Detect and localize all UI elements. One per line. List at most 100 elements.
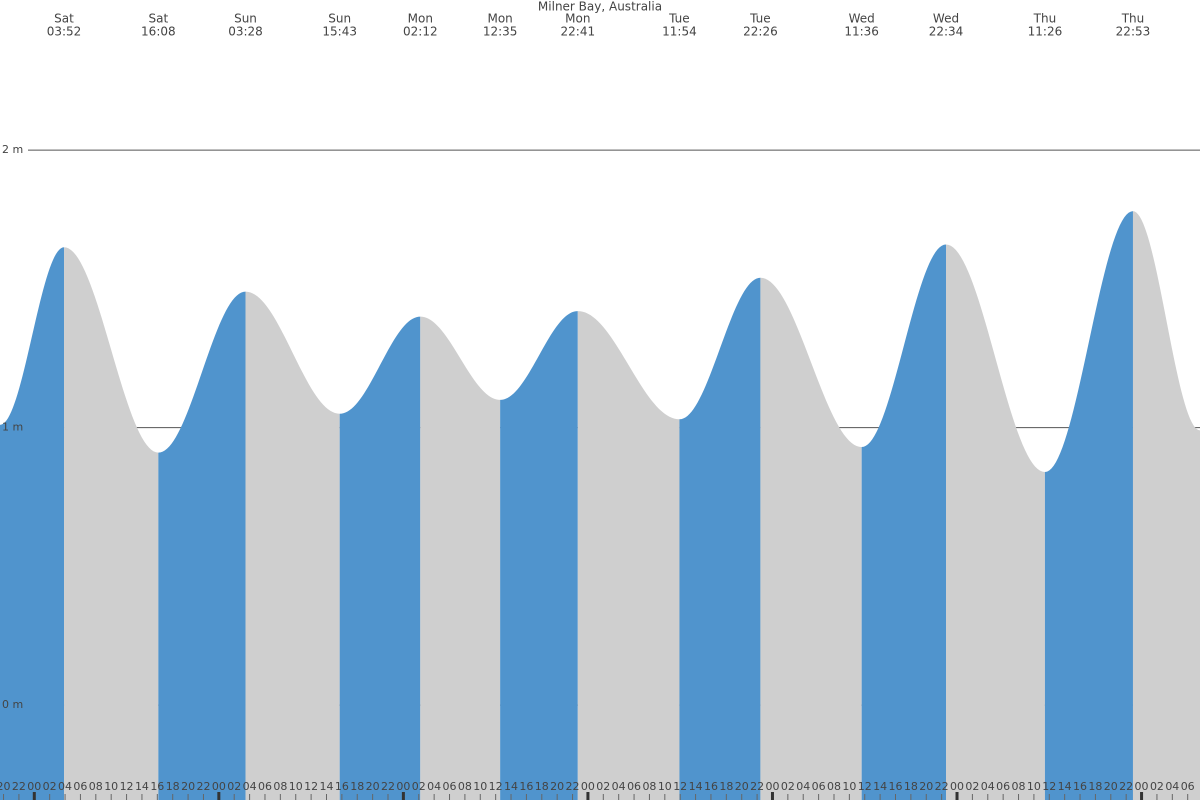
x-tick-label: 16 — [335, 780, 349, 793]
extreme-day: Mon — [408, 12, 433, 26]
falling-tide — [64, 247, 159, 800]
x-tick-label: 14 — [135, 780, 149, 793]
x-tick-label: 08 — [1012, 780, 1026, 793]
x-tick-label: 14 — [319, 780, 333, 793]
x-tick-label: 08 — [642, 780, 656, 793]
x-tick-label: 08 — [458, 780, 472, 793]
x-tick-label: 16 — [1073, 780, 1087, 793]
extreme-time: 22:53 — [1116, 25, 1151, 39]
x-tick-label: 12 — [1042, 780, 1056, 793]
extreme-time: 03:28 — [228, 25, 263, 39]
x-tick-label: 18 — [719, 780, 733, 793]
x-tick-label: 00 — [950, 780, 964, 793]
extreme-time: 22:34 — [929, 25, 964, 39]
x-tick-label: 02 — [1150, 780, 1164, 793]
x-tick-label: 04 — [243, 780, 257, 793]
x-tick-label: 16 — [519, 780, 533, 793]
rising-tide — [1044, 211, 1133, 800]
x-tick-label: 10 — [473, 780, 487, 793]
x-tick-label: 04 — [612, 780, 626, 793]
x-tick-label: 14 — [504, 780, 518, 793]
y-tick-label: 1 m — [2, 421, 23, 434]
x-tick-label: 00 — [765, 780, 779, 793]
x-tick-label: 06 — [258, 780, 272, 793]
x-tick-label: 02 — [965, 780, 979, 793]
extreme-day: Tue — [749, 12, 771, 26]
extreme-time: 12:35 — [483, 25, 518, 39]
x-tick-label: 10 — [104, 780, 118, 793]
chart-title: Milner Bay, Australia — [538, 0, 662, 14]
x-tick-label: 10 — [289, 780, 303, 793]
extreme-time: 16:08 — [141, 25, 176, 39]
x-tick-label: 18 — [166, 780, 180, 793]
x-tick-label: 06 — [996, 780, 1010, 793]
x-tick-label: 04 — [58, 780, 72, 793]
x-tick-label: 16 — [704, 780, 718, 793]
x-tick-label: 00 — [581, 780, 595, 793]
extreme-time: 22:26 — [743, 25, 778, 39]
x-tick-label: 14 — [689, 780, 703, 793]
extreme-day: Thu — [1033, 12, 1057, 26]
x-tick-label: 22 — [750, 780, 764, 793]
extreme-time: 11:36 — [844, 25, 879, 39]
x-tick-label: 04 — [1165, 780, 1179, 793]
x-tick-label: 08 — [273, 780, 287, 793]
rising-tide — [861, 244, 946, 800]
rising-tide — [158, 291, 246, 800]
x-tick-label: 20 — [366, 780, 380, 793]
extreme-time: 11:54 — [662, 25, 697, 39]
falling-tide — [245, 291, 340, 800]
x-tick-label: 08 — [827, 780, 841, 793]
x-tick-label: 10 — [1027, 780, 1041, 793]
falling-tide — [760, 277, 862, 800]
x-tick-label: 22 — [12, 780, 26, 793]
x-tick-label: 00 — [212, 780, 226, 793]
extreme-time: 03:52 — [47, 25, 82, 39]
x-tick-label: 20 — [550, 780, 564, 793]
x-tick-label: 00 — [1135, 780, 1149, 793]
x-tick-label: 08 — [89, 780, 103, 793]
x-tick-label: 14 — [1058, 780, 1072, 793]
extreme-time: 02:12 — [403, 25, 438, 39]
x-tick-label: 02 — [412, 780, 426, 793]
x-tick-label: 16 — [889, 780, 903, 793]
x-tick-label: 12 — [304, 780, 318, 793]
x-tick-label: 22 — [196, 780, 210, 793]
extreme-time: 15:43 — [322, 25, 357, 39]
x-tick-label: 18 — [1088, 780, 1102, 793]
rising-tide — [500, 311, 578, 800]
extreme-time: 22:41 — [561, 25, 596, 39]
extreme-day: Thu — [1121, 12, 1145, 26]
x-tick-label: 12 — [120, 780, 134, 793]
x-tick-label: 18 — [535, 780, 549, 793]
x-tick-label: 18 — [350, 780, 364, 793]
rising-tide — [339, 316, 421, 800]
x-tick-label: 12 — [673, 780, 687, 793]
falling-tide — [945, 244, 1045, 800]
x-tick-label: 00 — [396, 780, 410, 793]
falling-tide — [1132, 211, 1200, 800]
x-tick-label: 22 — [1119, 780, 1133, 793]
extreme-day: Tue — [668, 12, 690, 26]
x-tick-label: 22 — [381, 780, 395, 793]
falling-tide — [420, 316, 501, 800]
extreme-day: Sun — [234, 12, 257, 26]
x-tick-label: 20 — [919, 780, 933, 793]
x-tick-label: 06 — [1181, 780, 1195, 793]
x-tick-label: 16 — [150, 780, 164, 793]
x-tick-label: 10 — [658, 780, 672, 793]
x-tick-label: 22 — [935, 780, 949, 793]
x-tick-label: 06 — [73, 780, 87, 793]
extreme-day: Sat — [54, 12, 74, 26]
extreme-day: Wed — [849, 12, 875, 26]
x-tick-label: 18 — [904, 780, 918, 793]
x-tick-label: 20 — [0, 780, 11, 793]
x-tick-label: 14 — [873, 780, 887, 793]
extreme-day: Mon — [565, 12, 590, 26]
x-tick-label: 00 — [27, 780, 41, 793]
extreme-day: Wed — [933, 12, 959, 26]
x-tick-label: 06 — [812, 780, 826, 793]
extreme-day: Sun — [328, 12, 351, 26]
